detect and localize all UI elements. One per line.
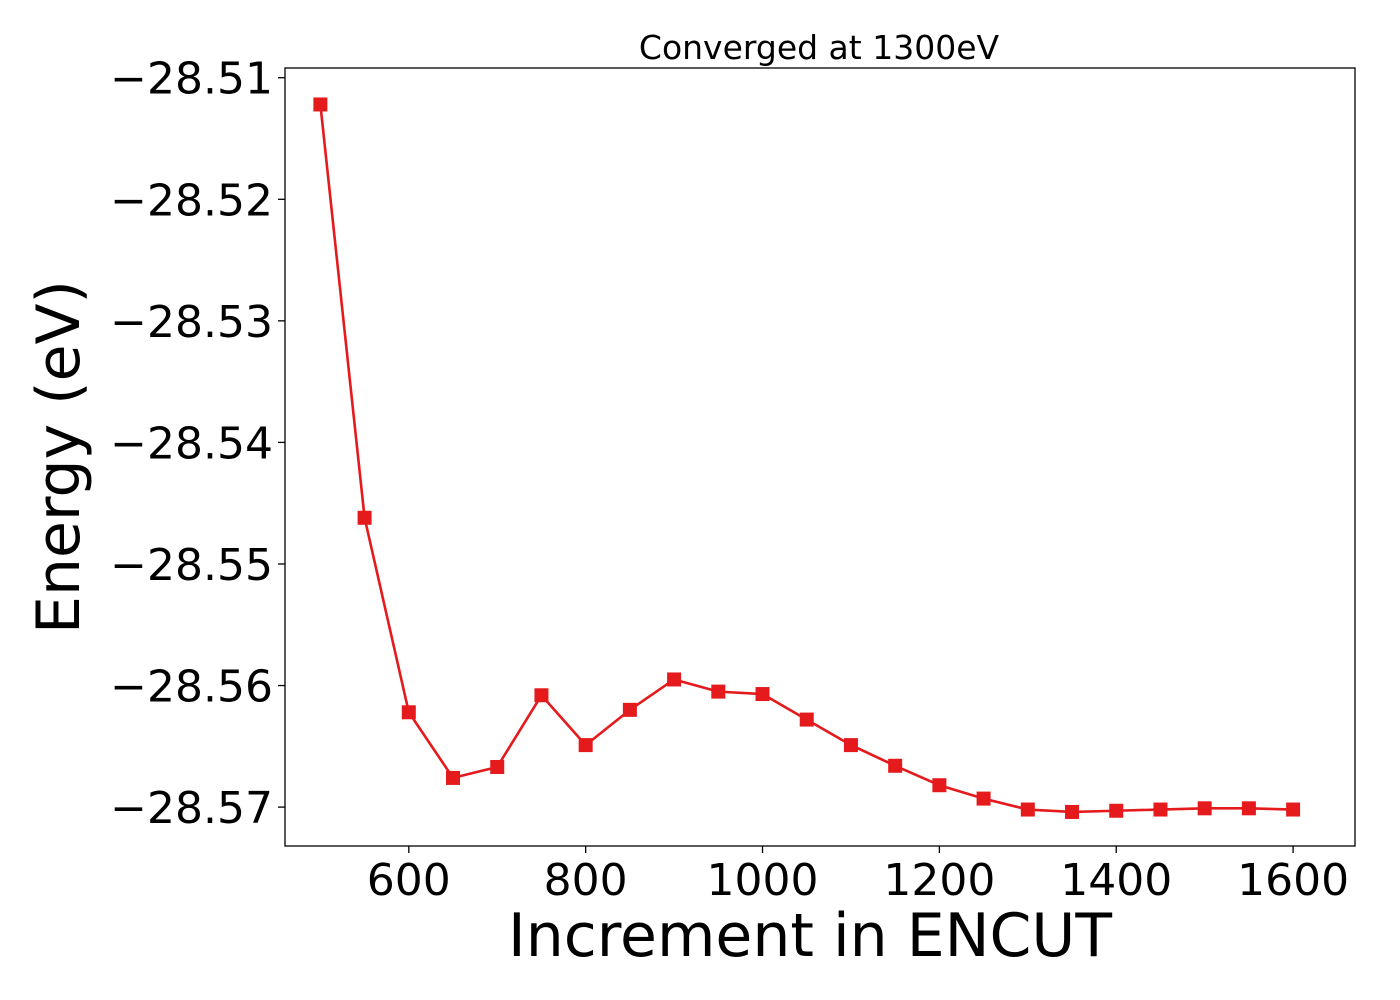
- x-tick-label: 1000: [707, 855, 819, 906]
- y-tick-label: −28.54: [110, 418, 273, 469]
- data-point-marker: [667, 672, 682, 687]
- chart-title: Converged at 1300eV: [639, 28, 1000, 67]
- data-point-marker: [1241, 801, 1256, 816]
- data-point-marker: [357, 510, 372, 525]
- x-tick-label: 1200: [883, 855, 995, 906]
- plot-frame: [284, 67, 1356, 847]
- y-tick-label: −28.51: [110, 54, 273, 105]
- data-point-marker: [711, 684, 726, 699]
- data-point-marker: [1286, 802, 1301, 817]
- data-point-marker: [1020, 802, 1035, 817]
- data-point-marker: [1153, 802, 1168, 817]
- data-point-marker: [799, 712, 814, 727]
- x-tick-label: 1600: [1237, 855, 1349, 906]
- y-tick-label: −28.57: [110, 783, 273, 834]
- series-layer: [313, 97, 1301, 819]
- x-tick-label: 600: [367, 855, 451, 906]
- data-point-marker: [490, 759, 505, 774]
- x-tick-label: 800: [544, 855, 628, 906]
- x-tick-label: 1400: [1060, 855, 1172, 906]
- x-axis-label: Increment in ENCUT: [508, 901, 1112, 971]
- y-tick-label: −28.55: [110, 540, 273, 591]
- data-point-marker: [755, 687, 770, 702]
- y-tick-label: −28.53: [110, 297, 273, 348]
- data-point-marker: [578, 738, 593, 753]
- data-point-marker: [888, 758, 903, 773]
- y-axis-ticks: −28.51 −28.52 −28.53 −28.54 −28.55 −28.56 −28.…: [110, 54, 285, 834]
- y-tick-label: −28.56: [110, 662, 273, 713]
- data-point-marker: [976, 791, 991, 806]
- data-point-marker: [1109, 803, 1124, 818]
- y-axis-label: Energy (eV): [24, 280, 94, 634]
- x-axis-ticks: 600 800 1000 1200 1400 1600: [367, 846, 1349, 906]
- data-point-marker: [313, 97, 328, 112]
- data-point-marker: [446, 770, 461, 785]
- data-point-marker: [534, 688, 549, 703]
- data-point-marker: [843, 738, 858, 753]
- data-point-marker: [1197, 801, 1212, 816]
- y-tick-label: −28.52: [110, 175, 273, 226]
- data-point-marker: [401, 705, 416, 720]
- data-point-marker: [622, 702, 637, 717]
- data-point-marker: [932, 778, 947, 793]
- data-point-marker: [1065, 804, 1080, 819]
